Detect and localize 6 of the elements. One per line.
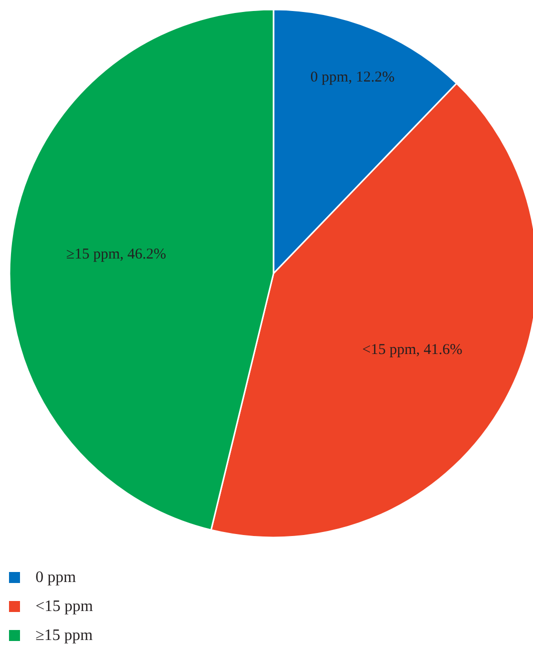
legend-label: <15 ppm (36, 598, 94, 615)
data-label: ≥15 ppm, 46.2% (66, 246, 166, 263)
data-label: <15 ppm, 41.6% (362, 342, 462, 358)
legend-label: ≥15 ppm (36, 627, 94, 644)
legend-label: 0 ppm (36, 569, 76, 586)
data-label: 0 ppm, 12.2% (310, 70, 395, 86)
